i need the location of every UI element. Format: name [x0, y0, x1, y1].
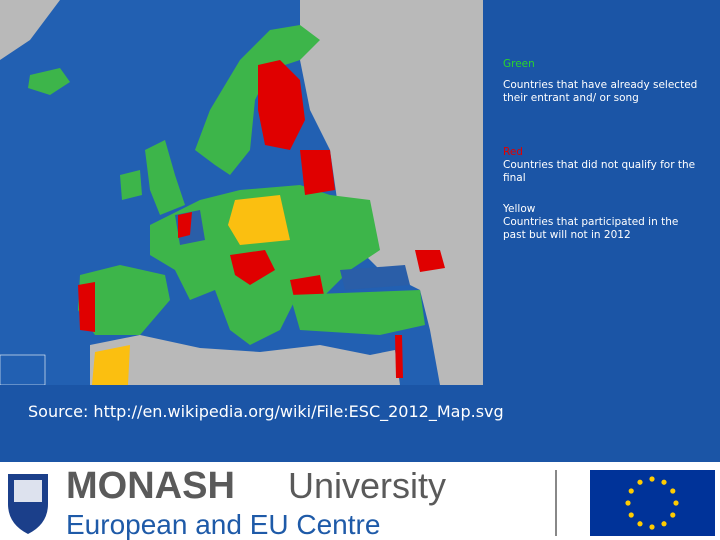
eu-star [649, 476, 655, 482]
brand-suffix: University [288, 465, 446, 506]
legend-item: Red Countries that did not qualify for t… [503, 146, 698, 185]
source: Source: http://en.wikipedia.org/wiki/Fil… [28, 402, 504, 421]
footer: MONASH University European and EU Centre [0, 462, 720, 540]
eu-star [637, 479, 643, 485]
eu-star [628, 488, 634, 494]
centre-name: European and EU Centre [66, 509, 380, 540]
legend-description: Countries that did not qualify for the f… [503, 159, 696, 184]
legend-item: Yellow Countries that participated in th… [503, 203, 698, 242]
eu-star [661, 479, 667, 485]
eu-star [670, 512, 676, 518]
legend-description: Countries that participated in the past … [503, 216, 679, 241]
footer-graphics: MONASH University European and EU Centre [8, 465, 715, 540]
eu-star [670, 488, 676, 494]
eu-star [637, 521, 643, 527]
legend-description: Countries that have already selected the… [503, 79, 698, 104]
map [0, 0, 483, 385]
legend-label: Green [503, 58, 535, 70]
eu-star [661, 521, 667, 527]
legend-item: Green Countries that have already select… [503, 58, 698, 105]
eu-star [625, 500, 631, 506]
legend-label: Red [503, 146, 523, 158]
eu-star [649, 524, 655, 530]
brand: MONASH [66, 465, 235, 507]
legend-label: Yellow [503, 203, 536, 215]
eu-star [628, 512, 634, 518]
eu-star [673, 500, 679, 506]
